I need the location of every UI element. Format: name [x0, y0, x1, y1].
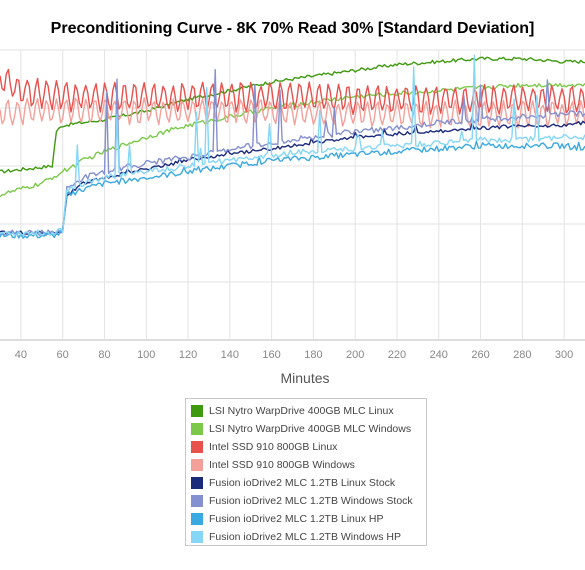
legend-item: Fusion ioDrive2 MLC 1.2TB Windows HP: [191, 528, 426, 546]
legend-swatch: [191, 513, 203, 525]
chart-title: Preconditioning Curve - 8K 70% Read 30% …: [50, 20, 535, 37]
x-tick-label: 140: [221, 349, 239, 361]
x-tick-label: 60: [57, 349, 69, 361]
series-layer: [0, 54, 585, 239]
legend-item: LSI Nytro WarpDrive 400GB MLC Linux: [191, 402, 426, 420]
legend-item: Fusion ioDrive2 MLC 1.2TB Linux HP: [191, 510, 426, 528]
legend-item: Intel SSD 910 800GB Windows: [191, 456, 426, 474]
x-tick-label: 120: [179, 349, 197, 361]
legend-swatch: [191, 423, 203, 435]
legend: LSI Nytro WarpDrive 400GB MLC Linux LSI N…: [185, 398, 427, 546]
series-line: [0, 68, 585, 115]
legend-swatch: [191, 405, 203, 417]
legend-item: Fusion ioDrive2 MLC 1.2TB Linux Stock: [191, 474, 426, 492]
x-tick-label: 240: [430, 349, 448, 361]
legend-swatch: [191, 459, 203, 471]
x-tick-label: 100: [137, 349, 155, 361]
legend-label: LSI Nytro WarpDrive 400GB MLC Windows: [209, 423, 412, 435]
x-tick-label: 180: [304, 349, 322, 361]
x-axis-label: Minutes: [280, 370, 330, 386]
series-line: [0, 69, 585, 237]
series-line: [0, 56, 585, 174]
legend-item: Fusion ioDrive2 MLC 1.2TB Windows Stock: [191, 492, 426, 510]
legend-item: LSI Nytro WarpDrive 400GB MLC Windows: [191, 420, 426, 438]
legend-label: Fusion ioDrive2 MLC 1.2TB Windows Stock: [209, 495, 413, 507]
x-tick-label: 260: [471, 349, 489, 361]
legend-label: Intel SSD 910 800GB Windows: [209, 459, 355, 471]
x-tick-label: 160: [262, 349, 280, 361]
x-tick-label: 80: [98, 349, 110, 361]
legend-swatch: [191, 495, 203, 507]
legend-swatch: [191, 441, 203, 453]
series-line: [0, 82, 585, 198]
chart-plot: 40 60 80 100 120 140 160 180 200 220 240 260 280 300: [0, 49, 585, 361]
legend-item: Intel SSD 910 800GB Linux: [191, 438, 426, 456]
legend-label: Fusion ioDrive2 MLC 1.2TB Linux HP: [209, 513, 384, 525]
legend-swatch: [191, 531, 203, 543]
legend-label: LSI Nytro WarpDrive 400GB MLC Linux: [209, 405, 394, 417]
grid-lines: [0, 49, 585, 341]
x-tick-label: 200: [346, 349, 364, 361]
x-tick-label: 40: [15, 349, 27, 361]
legend-swatch: [191, 477, 203, 489]
legend-label: Fusion ioDrive2 MLC 1.2TB Windows HP: [209, 531, 401, 543]
x-tick-label: 280: [513, 349, 531, 361]
series-line: [0, 54, 585, 237]
legend-label: Intel SSD 910 800GB Linux: [209, 441, 338, 453]
x-tick-label: 220: [388, 349, 406, 361]
series-line: [0, 140, 585, 239]
legend-label: Fusion ioDrive2 MLC 1.2TB Linux Stock: [209, 477, 396, 489]
x-tick-labels: 40 60 80 100 120 140 160 180 200 220 240 260 280 300: [15, 349, 574, 361]
x-tick-label: 300: [555, 349, 573, 361]
